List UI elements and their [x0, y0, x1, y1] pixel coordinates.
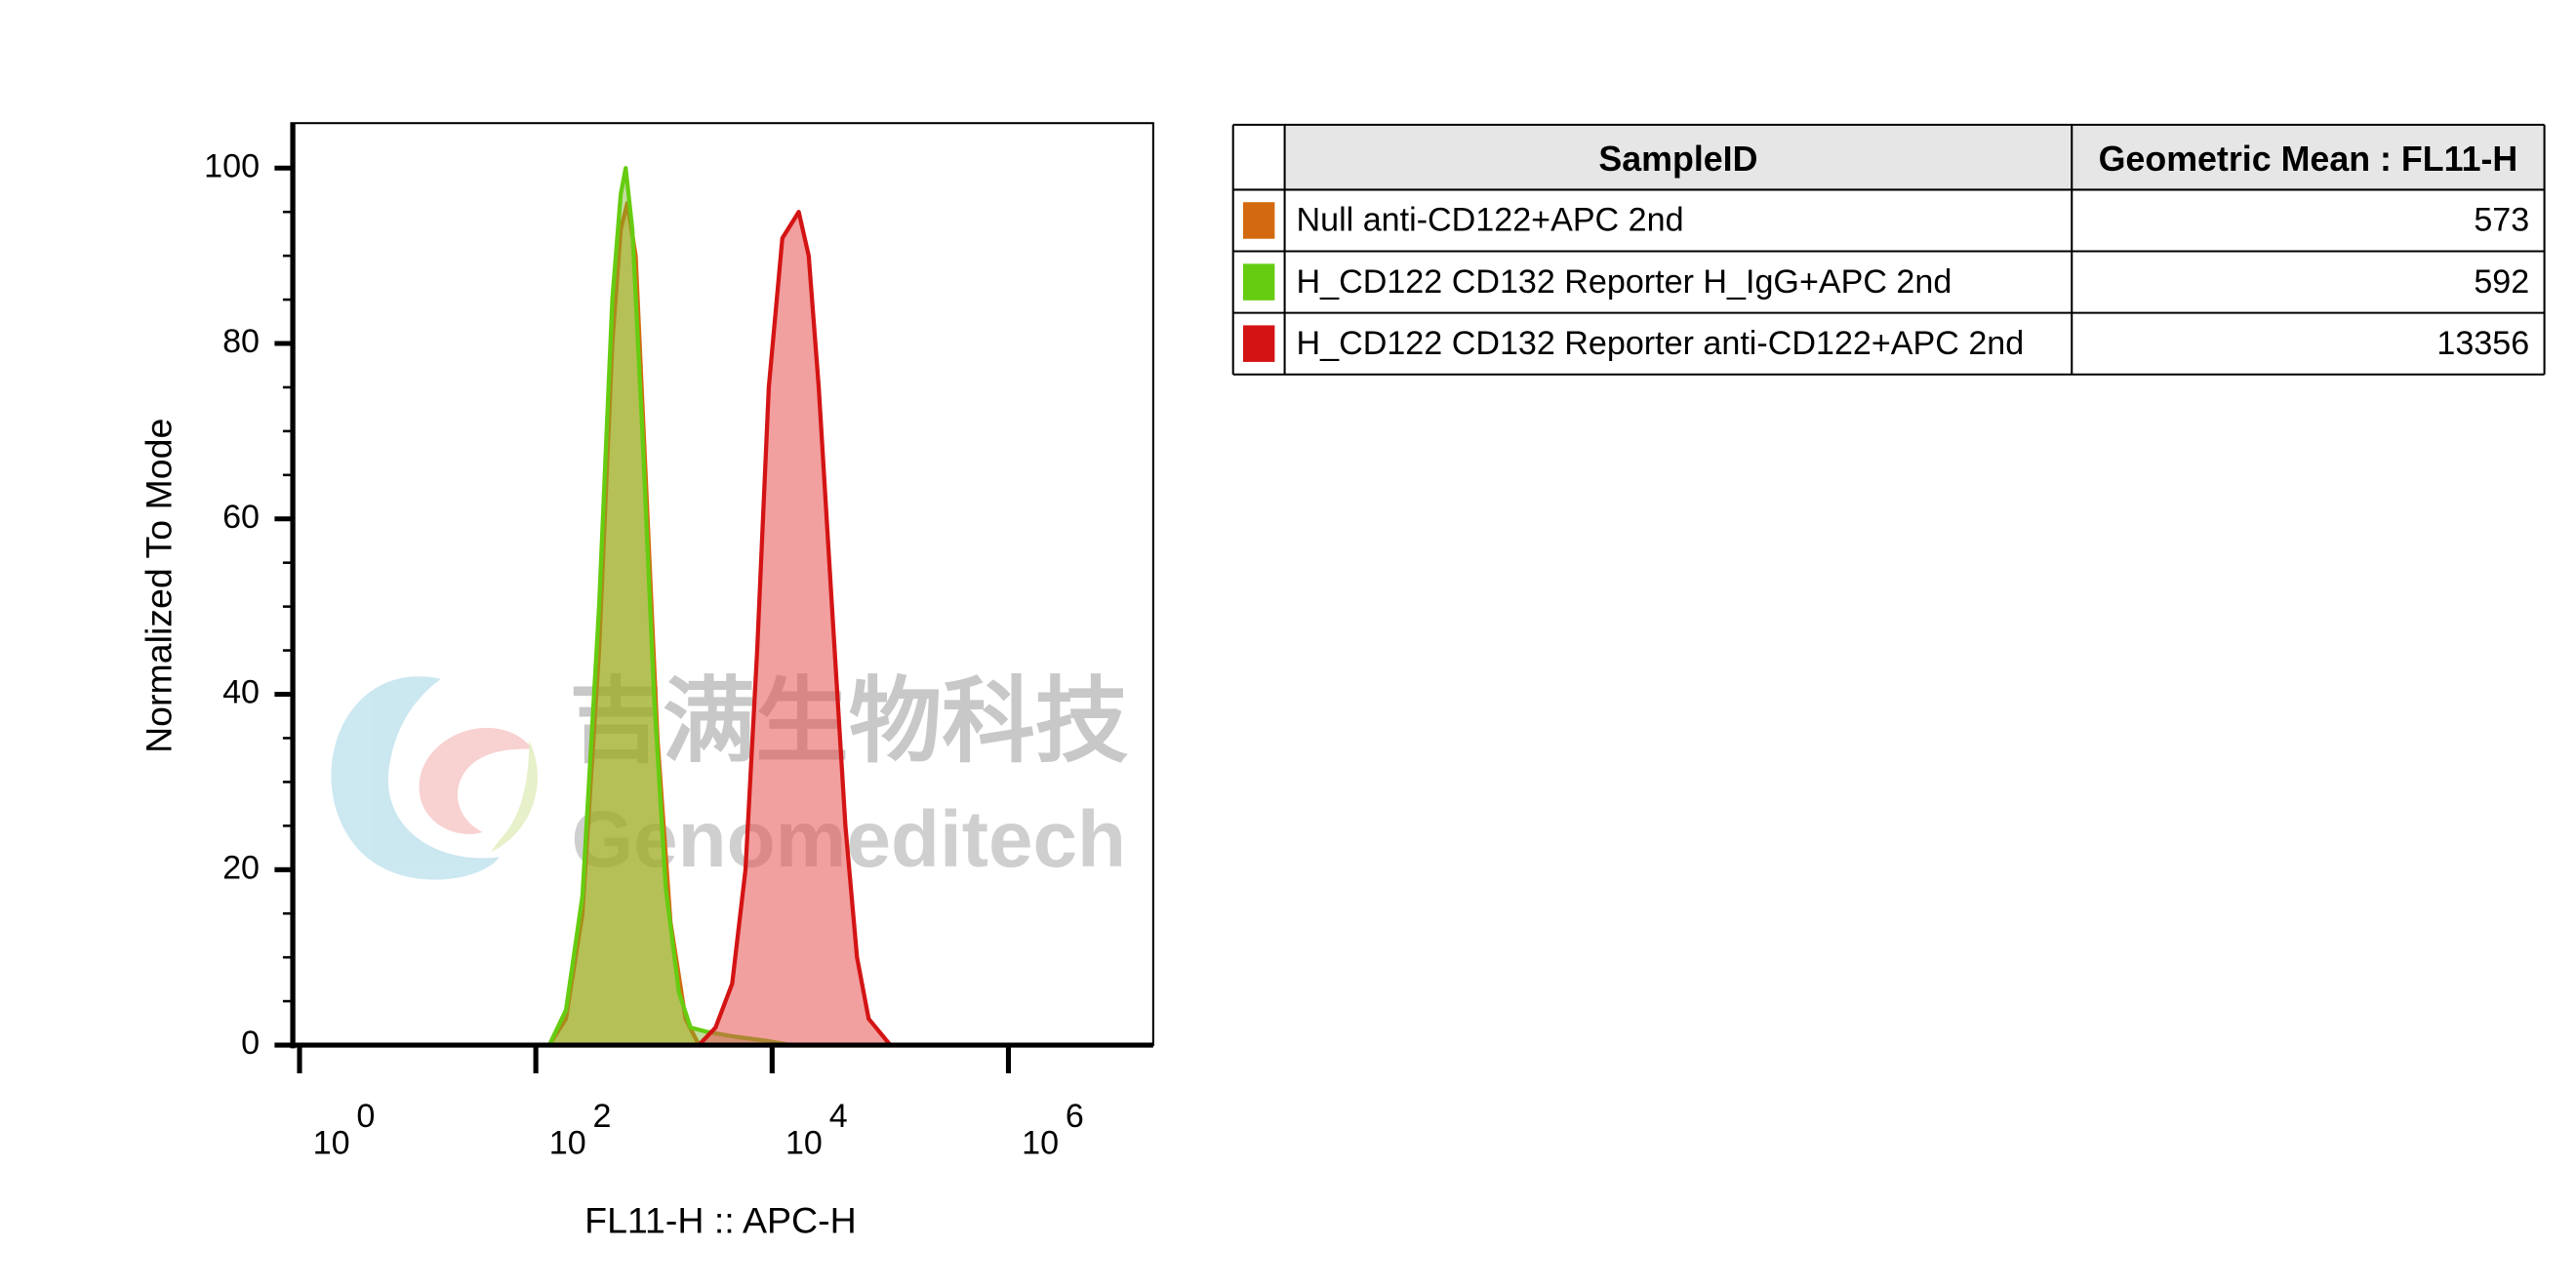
x-tick-exponent: 0: [356, 1098, 375, 1135]
x-tick-label: 106: [1022, 1098, 1084, 1161]
x-tick-label: 104: [785, 1098, 848, 1161]
x-axis-label: FL11-H :: APC-H: [584, 1199, 857, 1240]
x-tick-label: 100: [313, 1098, 376, 1161]
plot-area: [299, 166, 1151, 1048]
x-tick-label: 102: [549, 1098, 612, 1161]
y-tick-label: 60: [222, 499, 260, 536]
table-header: SampleID: [1598, 140, 1757, 179]
legend-swatch: [1242, 263, 1275, 301]
y-tick-label: 40: [222, 674, 260, 711]
x-tick-base: 10: [549, 1124, 586, 1161]
histogram-line: [299, 201, 1151, 1048]
x-tick-base: 10: [313, 1124, 350, 1161]
geometric-mean-value: 592: [2474, 263, 2529, 301]
legend-table: SampleID Geometric Mean : FL11-H Null anti…: [1231, 123, 2546, 376]
x-tick-base: 10: [1022, 1124, 1059, 1161]
x-tick-exponent: 6: [1066, 1098, 1084, 1135]
geometric-mean-value: 573: [2474, 202, 2529, 239]
y-axis-label: Normalized To Mode: [138, 419, 179, 753]
table-header: Geometric Mean : FL11-H: [2099, 140, 2518, 179]
watermark-cn: 吉满生物科技: [569, 670, 1129, 774]
x-tick-exponent: 4: [829, 1098, 848, 1135]
plot-frame: [290, 122, 1154, 1047]
y-tick-label: 0: [241, 1025, 260, 1062]
legend-swatch: [1242, 202, 1275, 239]
table-header-bg: [1284, 124, 2545, 190]
watermark-logo: [331, 676, 538, 880]
histogram-area: [299, 168, 1151, 1046]
legend-label: H_CD122 CD132 Reporter H_IgG+APC 2nd: [1297, 263, 1952, 301]
y-tick-label: 100: [204, 147, 260, 184]
x-tick-base: 10: [785, 1124, 823, 1161]
legend-label: Null anti-CD122+APC 2nd: [1297, 202, 1684, 239]
y-tick-label: 80: [222, 323, 260, 360]
legend-swatch: [1242, 325, 1275, 362]
histogram-area: [299, 203, 1151, 1046]
legend-label: H_CD122 CD132 Reporter anti-CD122+APC 2n…: [1297, 325, 2025, 362]
geometric-mean-value: 13356: [2436, 325, 2529, 362]
histogram-line: [299, 166, 1151, 1048]
histogram-area: [299, 212, 1151, 1046]
histogram-line: [299, 210, 1151, 1048]
x-tick-exponent: 2: [593, 1098, 612, 1135]
y-tick-label: 20: [222, 849, 260, 886]
